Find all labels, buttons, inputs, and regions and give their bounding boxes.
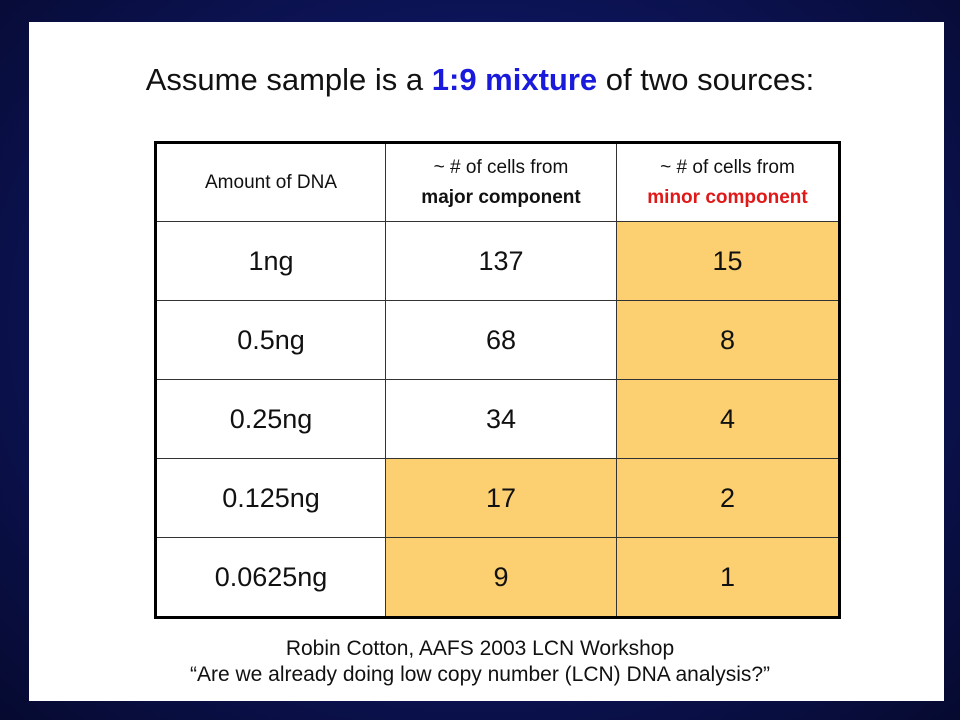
- cell-major: 68: [385, 300, 617, 380]
- table-header-row: Amount of DNA ~ # of cells from major co…: [155, 142, 840, 222]
- header-minor-line1: ~ # of cells from: [660, 156, 795, 178]
- cell-amount: 0.25ng: [155, 379, 386, 459]
- title-suffix: of two sources:: [597, 62, 815, 97]
- citation-line2: “Are we already doing low copy number (L…: [189, 663, 771, 686]
- table-row: 0.25ng 34 4: [155, 379, 840, 459]
- table-row: 0.5ng 68 8: [155, 300, 840, 380]
- header-minor-line2: minor component: [647, 186, 808, 208]
- header-major: ~ # of cells from major component: [385, 142, 617, 222]
- header-amount: Amount of DNA: [155, 142, 386, 222]
- header-major-line1: ~ # of cells from: [433, 156, 569, 178]
- citation: Robin Cotton, AAFS 2003 LCN Workshop “Ar…: [0, 636, 960, 688]
- dna-mixture-table: Amount of DNA ~ # of cells from major co…: [154, 141, 841, 619]
- title-prefix: Assume sample is a: [145, 62, 432, 97]
- cell-minor: 4: [616, 379, 840, 459]
- cell-minor: 2: [616, 458, 840, 538]
- table-row: 0.125ng 17 2: [155, 458, 840, 538]
- title-highlight: 1:9 mixture: [431, 62, 598, 97]
- cell-amount: 0.0625ng: [155, 537, 386, 618]
- header-amount-label: Amount of DNA: [205, 171, 337, 193]
- cell-major: 17: [385, 458, 617, 538]
- header-major-line2: major component: [421, 186, 581, 208]
- citation-line1: Robin Cotton, AAFS 2003 LCN Workshop: [285, 637, 675, 660]
- cell-amount: 1ng: [155, 221, 386, 301]
- slide-title: Assume sample is a 1:9 mixture of two so…: [0, 62, 960, 98]
- cell-major: 9: [385, 537, 617, 618]
- table-row: 1ng 137 15: [155, 221, 840, 301]
- cell-major: 137: [385, 221, 617, 301]
- cell-minor: 15: [616, 221, 840, 301]
- header-minor: ~ # of cells from minor component: [616, 142, 840, 222]
- cell-major: 34: [385, 379, 617, 459]
- cell-amount: 0.125ng: [155, 458, 386, 538]
- table-row: 0.0625ng 9 1: [155, 537, 840, 618]
- cell-amount: 0.5ng: [155, 300, 386, 380]
- cell-minor: 8: [616, 300, 840, 380]
- cell-minor: 1: [616, 537, 840, 618]
